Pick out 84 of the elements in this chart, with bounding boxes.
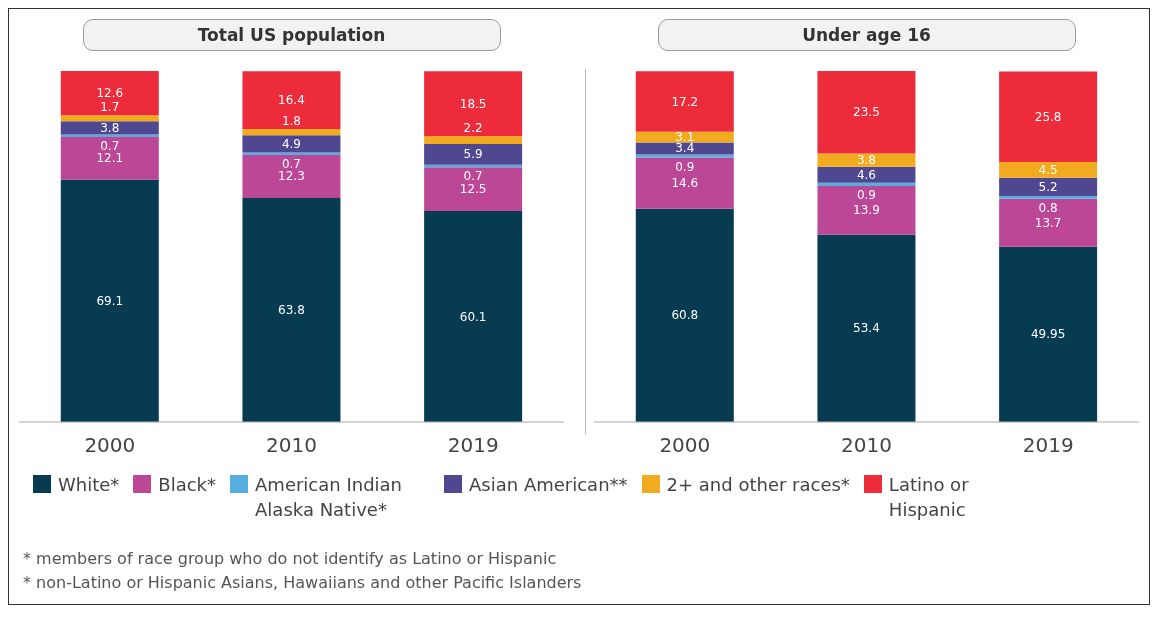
chart-title: Total US population bbox=[82, 19, 501, 51]
data-label: 3.4 bbox=[675, 141, 695, 156]
x-tick-label: 2010 bbox=[841, 433, 892, 458]
bar bbox=[60, 71, 159, 116]
bar bbox=[817, 186, 916, 235]
bar bbox=[999, 196, 1098, 199]
text: * members of race group who do not identify as Latino or Hispanic bbox=[23, 548, 558, 570]
data-label: 0.9 bbox=[675, 159, 695, 174]
bar bbox=[242, 154, 341, 199]
legend-label: White* bbox=[58, 473, 120, 497]
bar bbox=[817, 234, 916, 422]
data-label: 1.7 bbox=[100, 100, 120, 115]
bar bbox=[635, 71, 734, 132]
bar bbox=[999, 177, 1098, 197]
bar bbox=[424, 144, 523, 165]
bar bbox=[635, 208, 734, 422]
bar bbox=[999, 246, 1098, 422]
bar bbox=[60, 121, 159, 135]
bar bbox=[635, 157, 734, 209]
legend-label: Black* bbox=[158, 473, 217, 497]
data-label: 0.7 bbox=[463, 169, 483, 184]
x-tick-label: 2019 bbox=[1022, 433, 1074, 458]
x-tick-label: 2000 bbox=[659, 433, 711, 458]
text: * non-Latino or Hispanic Asians, Hawaiians and other Pacific Islanders bbox=[23, 572, 582, 594]
data-label: 23.5 bbox=[853, 105, 880, 120]
data-label: 4.5 bbox=[1038, 162, 1058, 177]
data-label: 12.6 bbox=[96, 86, 124, 101]
bar bbox=[242, 152, 341, 155]
data-label: 12.3 bbox=[278, 169, 305, 184]
bar bbox=[817, 166, 916, 183]
data-label: 2.2 bbox=[463, 121, 483, 136]
x-tick-label: 2000 bbox=[84, 433, 136, 458]
data-label: 17.2 bbox=[671, 94, 699, 109]
bar bbox=[635, 131, 734, 143]
data-label: 4.6 bbox=[856, 167, 876, 182]
bar bbox=[242, 128, 341, 136]
data-label: 3.8 bbox=[856, 153, 876, 168]
data-label: 60.1 bbox=[459, 309, 487, 324]
data-label: 16.4 bbox=[278, 93, 305, 108]
data-label: 0.7 bbox=[100, 138, 120, 153]
bar bbox=[242, 71, 341, 129]
data-label: 0.8 bbox=[1038, 200, 1058, 215]
data-label: 0.7 bbox=[281, 156, 301, 171]
bar bbox=[424, 136, 523, 145]
bar bbox=[242, 198, 341, 422]
bar bbox=[424, 71, 523, 137]
data-label: 63.8 bbox=[278, 303, 305, 318]
bar bbox=[817, 182, 916, 187]
data-label: 13.9 bbox=[853, 203, 880, 218]
data-label: 5.2 bbox=[1038, 179, 1058, 194]
data-label: 12.5 bbox=[459, 182, 487, 197]
data-label: 14.6 bbox=[671, 176, 699, 191]
bar bbox=[999, 161, 1098, 178]
data-label: 49.95 bbox=[1030, 327, 1066, 342]
data-label: 25.8 bbox=[1034, 109, 1062, 124]
chart-title: Under age 16 bbox=[657, 19, 1076, 51]
data-label: 12.1 bbox=[96, 151, 124, 166]
bar bbox=[242, 135, 341, 153]
legend-label: 2+ and other races* bbox=[666, 473, 850, 497]
bar bbox=[999, 198, 1098, 247]
data-label: 53.4 bbox=[853, 321, 880, 336]
bar bbox=[635, 154, 734, 158]
bar bbox=[999, 71, 1098, 162]
data-label: 3.8 bbox=[100, 120, 120, 135]
data-label: 13.7 bbox=[1034, 215, 1062, 230]
data-label: 69.1 bbox=[96, 293, 124, 308]
bar bbox=[817, 71, 916, 154]
bar bbox=[817, 153, 916, 167]
bar bbox=[424, 167, 523, 212]
bar bbox=[60, 179, 159, 422]
legend-label: Latino or Hispanic bbox=[888, 473, 970, 522]
bar bbox=[60, 115, 159, 122]
data-label: 60.8 bbox=[671, 308, 699, 323]
legend-label: American Indian Alaska Native* bbox=[255, 473, 403, 522]
legend-label: Asian American** bbox=[469, 473, 628, 497]
data-label: 5.9 bbox=[463, 147, 483, 162]
data-label: 1.8 bbox=[281, 113, 301, 128]
data-label: 4.9 bbox=[281, 136, 301, 151]
data-label: 0.9 bbox=[856, 188, 876, 203]
x-tick-label: 2010 bbox=[266, 433, 317, 458]
x-tick-label: 2019 bbox=[447, 433, 499, 458]
data-label: 18.5 bbox=[459, 96, 487, 111]
bar bbox=[60, 136, 159, 180]
bar bbox=[424, 211, 523, 422]
